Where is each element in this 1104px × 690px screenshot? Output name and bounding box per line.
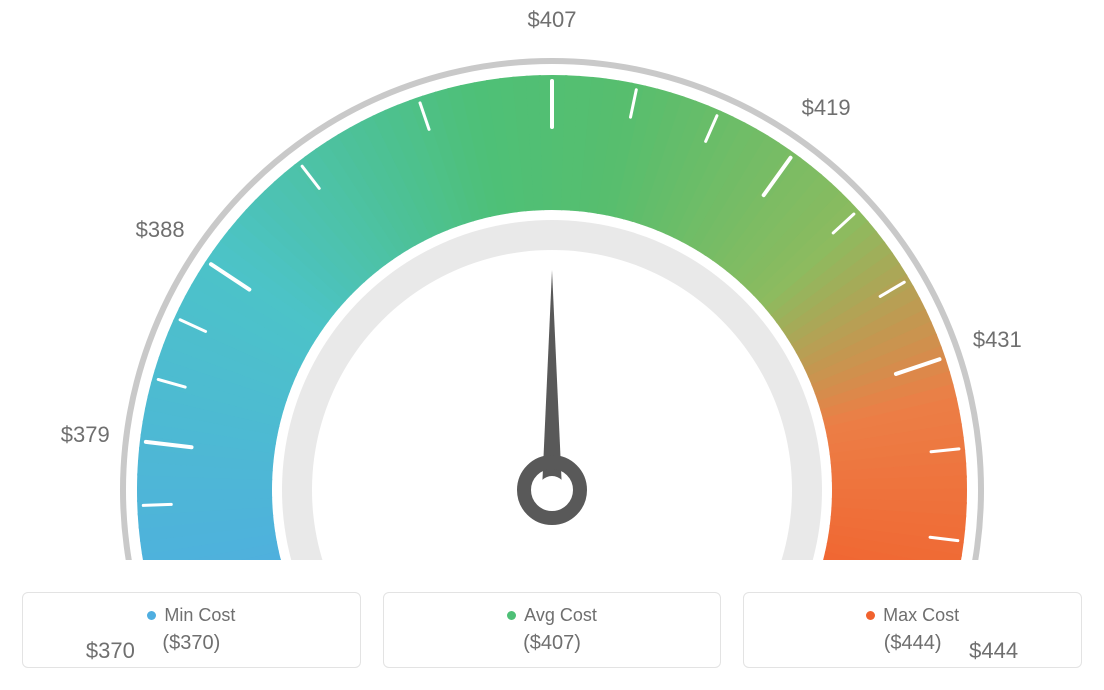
legend-title-avg: Avg Cost [507, 605, 597, 626]
tick-label: $431 [973, 327, 1022, 353]
legend-value-avg: ($407) [523, 632, 581, 655]
tick-label: $388 [136, 217, 185, 243]
dot-icon [866, 611, 875, 620]
legend-card-max: Max Cost ($444) [743, 592, 1082, 668]
legend-card-min: Min Cost ($370) [22, 592, 361, 668]
legend-title-max: Max Cost [866, 605, 959, 626]
legend-title-min: Min Cost [147, 605, 235, 626]
legend-value-max: ($444) [884, 632, 942, 655]
legend-row: Min Cost ($370) Avg Cost ($407) Max Cost… [0, 580, 1104, 690]
legend-label-min: Min Cost [164, 605, 235, 626]
tick-label: $379 [61, 422, 110, 448]
legend-card-avg: Avg Cost ($407) [383, 592, 722, 668]
legend-value-min: ($370) [162, 632, 220, 655]
gauge-svg [0, 0, 1104, 560]
legend-label-avg: Avg Cost [524, 605, 597, 626]
gauge-chart: $370$379$388$407$419$431$444 [0, 0, 1104, 560]
dot-icon [507, 611, 516, 620]
chart-container: $370$379$388$407$419$431$444 Min Cost ($… [0, 0, 1104, 690]
tick-label: $407 [528, 7, 577, 33]
dot-icon [147, 611, 156, 620]
tick-label: $419 [802, 95, 851, 121]
legend-label-max: Max Cost [883, 605, 959, 626]
